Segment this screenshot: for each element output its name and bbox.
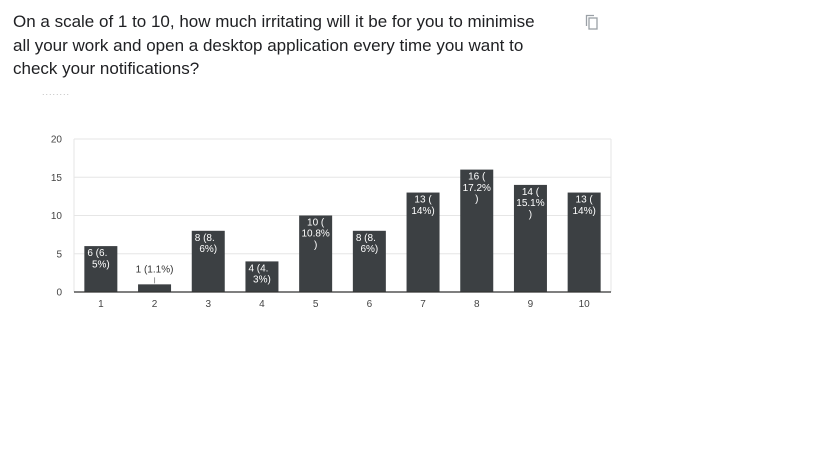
data-label: 6%) bbox=[199, 244, 217, 255]
bar bbox=[84, 246, 118, 292]
bar bbox=[460, 169, 494, 292]
data-label: 13 ( bbox=[576, 195, 594, 206]
bar bbox=[352, 230, 386, 292]
data-label: 14%) bbox=[572, 206, 595, 217]
y-tick-label: 0 bbox=[56, 288, 62, 299]
bar bbox=[299, 215, 333, 292]
divider-dots: ........ bbox=[42, 87, 71, 97]
x-tick-label: 2 bbox=[152, 299, 158, 310]
x-tick-label: 8 bbox=[474, 299, 480, 310]
data-label: ) bbox=[314, 240, 317, 251]
data-label: 15.1% bbox=[516, 198, 544, 209]
data-label: 13 ( bbox=[414, 195, 432, 206]
bar bbox=[138, 284, 172, 292]
bar bbox=[245, 261, 279, 292]
x-tick-label: 5 bbox=[313, 299, 319, 310]
data-label: 8 (8. bbox=[195, 233, 215, 244]
y-tick-label: 20 bbox=[51, 135, 63, 146]
copy-icon bbox=[585, 14, 598, 30]
data-label: 1 (1.1%) bbox=[136, 264, 174, 275]
x-tick-label: 7 bbox=[420, 299, 426, 310]
x-tick-label: 9 bbox=[528, 299, 534, 310]
question-line: check your notifications? bbox=[13, 59, 200, 78]
x-tick-label: 4 bbox=[259, 299, 265, 310]
y-tick-label: 10 bbox=[51, 211, 63, 222]
bar bbox=[406, 192, 440, 292]
data-label: 6%) bbox=[360, 244, 378, 255]
data-label: 10 ( bbox=[307, 218, 325, 229]
data-label: 4 (4. bbox=[248, 263, 268, 274]
bar bbox=[191, 230, 225, 292]
question-line: On a scale of 1 to 10, how much irritati… bbox=[13, 12, 535, 31]
bar bbox=[567, 192, 601, 292]
data-label: 5%) bbox=[92, 259, 110, 270]
x-tick-label: 6 bbox=[367, 299, 373, 310]
bar bbox=[513, 184, 547, 292]
data-label: 3%) bbox=[253, 275, 271, 286]
data-label: 16 ( bbox=[468, 172, 486, 183]
data-label: 14%) bbox=[411, 206, 434, 217]
data-label: ) bbox=[475, 194, 478, 205]
x-tick-label: 3 bbox=[205, 299, 211, 310]
data-label: ) bbox=[529, 209, 532, 220]
data-label: 6 (6. bbox=[87, 248, 107, 259]
copy-chart-button[interactable] bbox=[582, 13, 602, 33]
y-tick-label: 15 bbox=[51, 173, 63, 184]
question-line: all your work and open a desktop applica… bbox=[13, 35, 524, 55]
question-title: On a scale of 1 to 10, how much irritati… bbox=[13, 10, 573, 81]
data-label: 14 ( bbox=[522, 187, 540, 198]
data-label: 8 (8. bbox=[356, 233, 376, 244]
data-label: 10.8% bbox=[301, 229, 329, 240]
y-tick-label: 5 bbox=[56, 249, 62, 260]
x-tick-label: 10 bbox=[579, 299, 591, 310]
data-label: 17.2% bbox=[463, 183, 491, 194]
x-tick-label: 1 bbox=[98, 299, 104, 310]
